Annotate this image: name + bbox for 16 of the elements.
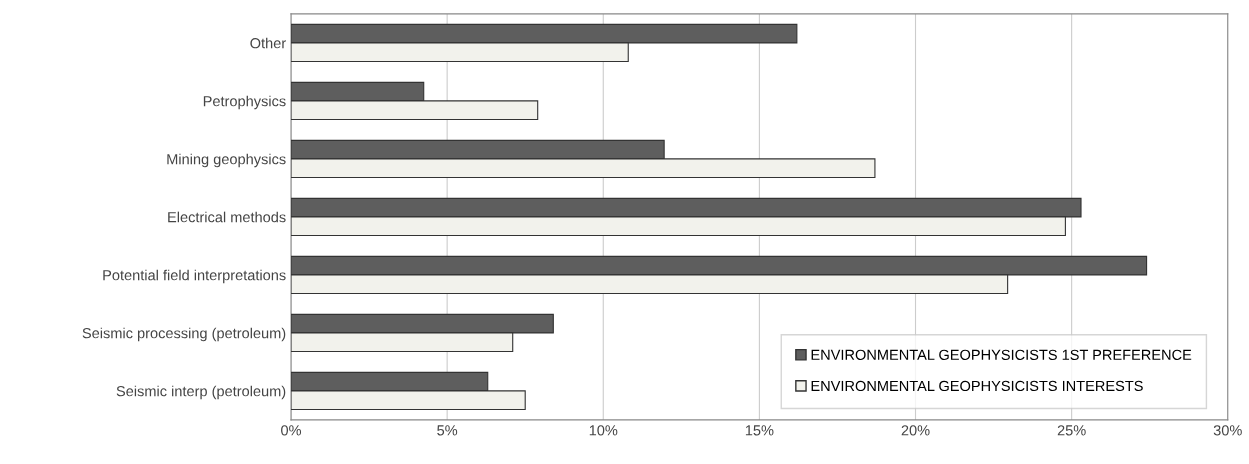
y-tick-label: Seismic interp (petroleum): [116, 385, 286, 400]
x-tick-label: 5%: [437, 425, 458, 436]
y-tick-label: Seismic processing (petroleum): [82, 327, 286, 342]
y-tick-label: Petrophysics: [203, 95, 286, 110]
legend-label: ENVIRONMENTAL GEOPHYSICISTS INTERESTS: [811, 380, 1143, 392]
x-tick-label: 15%: [745, 425, 774, 436]
x-tick-label: 10%: [589, 425, 618, 436]
y-tick-label: Mining geophysics: [167, 153, 286, 168]
y-tick-label: Other: [250, 37, 286, 49]
y-tick-label: Potential field interpretations: [103, 269, 286, 284]
x-tick-label: 0%: [281, 425, 302, 436]
legend-label: ENVIRONMENTAL GEOPHYSICISTS 1ST PREFERENCE: [811, 349, 1192, 361]
y-tick-label: Electrical methods: [168, 211, 286, 223]
x-tick-label: 20%: [901, 425, 930, 436]
x-tick-label: 25%: [1057, 425, 1086, 436]
x-tick-label: 30%: [1213, 425, 1242, 436]
